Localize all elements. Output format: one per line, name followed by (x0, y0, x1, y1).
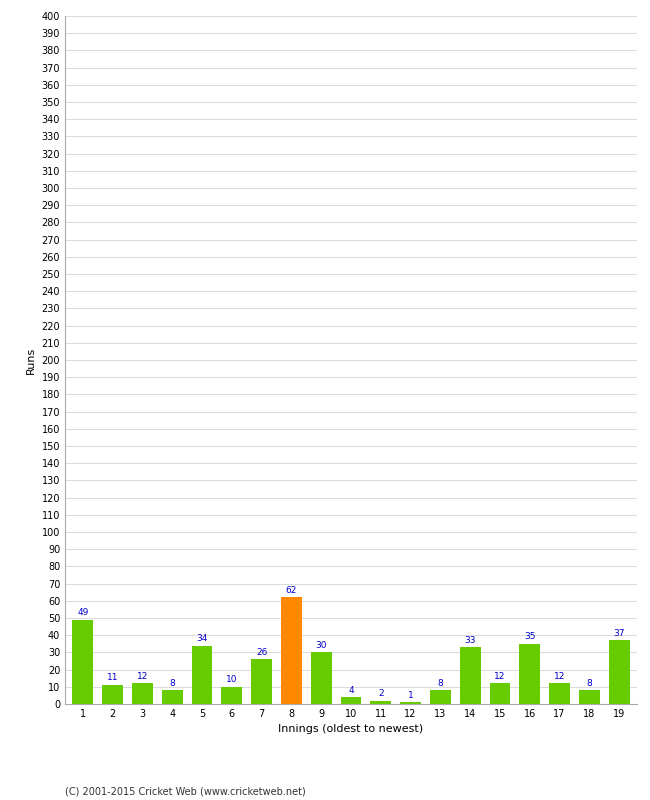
Text: 8: 8 (170, 678, 175, 688)
Bar (579, 690, 600, 704)
Bar (549, 683, 570, 704)
Bar (608, 640, 630, 704)
Bar (341, 697, 361, 704)
Bar (132, 683, 153, 704)
Bar (430, 690, 451, 704)
Text: 12: 12 (494, 672, 506, 681)
Bar (222, 686, 242, 704)
Text: 49: 49 (77, 608, 88, 617)
Bar (72, 620, 94, 704)
Text: 30: 30 (315, 641, 327, 650)
Text: 4: 4 (348, 686, 354, 694)
Bar (281, 598, 302, 704)
Text: 35: 35 (524, 632, 536, 642)
Text: 10: 10 (226, 675, 238, 684)
Text: 12: 12 (136, 672, 148, 681)
Bar (311, 653, 332, 704)
Text: 62: 62 (286, 586, 297, 594)
X-axis label: Innings (oldest to newest): Innings (oldest to newest) (278, 725, 424, 734)
Text: (C) 2001-2015 Cricket Web (www.cricketweb.net): (C) 2001-2015 Cricket Web (www.cricketwe… (65, 786, 306, 796)
Text: 1: 1 (408, 690, 413, 700)
Text: 8: 8 (586, 678, 592, 688)
Text: 2: 2 (378, 689, 383, 698)
Text: 33: 33 (464, 636, 476, 645)
Bar (489, 683, 510, 704)
Text: 8: 8 (437, 678, 443, 688)
Text: 11: 11 (107, 674, 118, 682)
Bar (370, 701, 391, 704)
Bar (460, 647, 480, 704)
Bar (400, 702, 421, 704)
Text: 37: 37 (614, 629, 625, 638)
Text: 12: 12 (554, 672, 566, 681)
Text: 34: 34 (196, 634, 208, 643)
Bar (251, 659, 272, 704)
Bar (519, 644, 540, 704)
Y-axis label: Runs: Runs (26, 346, 36, 374)
Bar (162, 690, 183, 704)
Bar (102, 685, 123, 704)
Bar (192, 646, 213, 704)
Text: 26: 26 (256, 648, 267, 657)
